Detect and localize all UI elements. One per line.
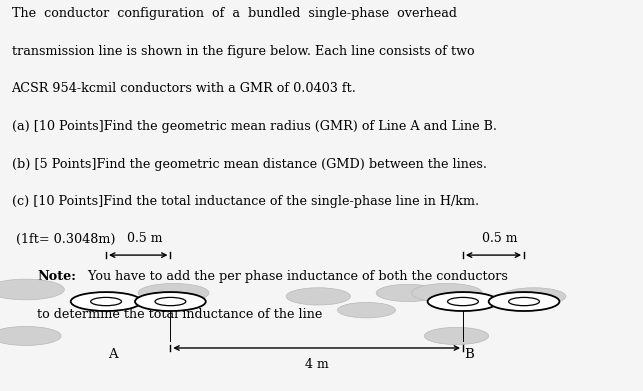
Circle shape — [135, 292, 206, 311]
Text: (b) [5 Points]Find the geometric mean distance (GMD) between the lines.: (b) [5 Points]Find the geometric mean di… — [12, 158, 487, 170]
Text: Note:: Note: — [37, 270, 76, 283]
Text: to determine the total inductance of the line: to determine the total inductance of the… — [37, 308, 323, 321]
Text: (a) [10 Points]Find the geometric mean radius (GMR) of Line A and Line B.: (a) [10 Points]Find the geometric mean r… — [12, 120, 496, 133]
Circle shape — [448, 298, 478, 306]
Text: (c) [10 Points]Find the total inductance of the single-phase line in H/km.: (c) [10 Points]Find the total inductance… — [12, 195, 478, 208]
Circle shape — [412, 283, 482, 302]
Circle shape — [91, 298, 122, 306]
Circle shape — [424, 327, 489, 344]
Circle shape — [502, 288, 566, 305]
Circle shape — [489, 292, 559, 311]
Text: (1ft= 0.3048m): (1ft= 0.3048m) — [12, 233, 115, 246]
Text: A: A — [108, 348, 117, 361]
Circle shape — [338, 302, 395, 318]
Circle shape — [0, 326, 61, 345]
Circle shape — [138, 283, 209, 302]
Circle shape — [0, 279, 64, 300]
Text: The  conductor  configuration  of  a  bundled  single-phase  overhead: The conductor configuration of a bundled… — [12, 7, 457, 20]
Text: transmission line is shown in the figure below. Each line consists of two: transmission line is shown in the figure… — [12, 45, 474, 58]
Circle shape — [509, 298, 539, 306]
Text: 4 m: 4 m — [305, 358, 329, 371]
Text: You have to add the per phase inductance of both the conductors: You have to add the per phase inductance… — [84, 270, 508, 283]
Circle shape — [428, 292, 498, 311]
Text: 0.5 m: 0.5 m — [482, 232, 518, 245]
Text: ACSR 954-kcmil conductors with a GMR of 0.0403 ft.: ACSR 954-kcmil conductors with a GMR of … — [12, 83, 356, 95]
Circle shape — [155, 298, 186, 306]
Text: B: B — [464, 348, 475, 361]
Circle shape — [286, 288, 350, 305]
Text: 0.5 m: 0.5 m — [127, 232, 163, 245]
Circle shape — [376, 284, 440, 301]
Circle shape — [71, 292, 141, 311]
